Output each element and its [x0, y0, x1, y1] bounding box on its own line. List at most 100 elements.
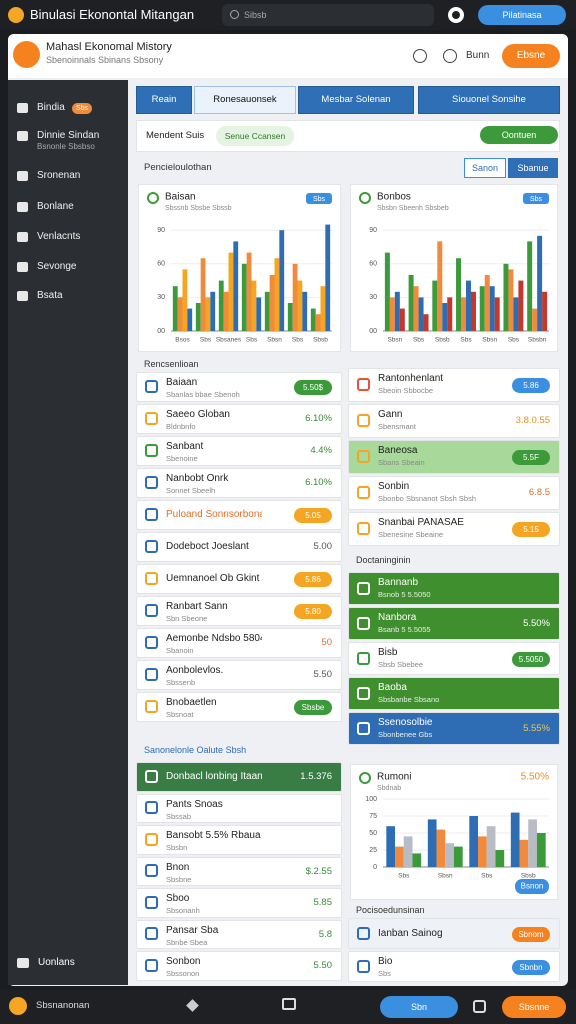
search-text: Sibsb	[244, 10, 267, 20]
chart-annotation: 5.50%	[521, 772, 549, 783]
list-row[interactable]	[136, 628, 342, 658]
search-box[interactable]	[222, 4, 434, 26]
header-icon	[443, 49, 457, 63]
row-subtitle: Sbssenb	[166, 678, 196, 687]
footer-button[interactable]: Sbn	[380, 996, 458, 1018]
row-value: 5.50	[313, 960, 333, 971]
sidebar-item[interactable]: Bonlane	[37, 201, 74, 212]
sidebar	[8, 80, 128, 985]
sidebar-item[interactable]: Sevonge	[37, 261, 77, 272]
sidebar-icon	[17, 232, 28, 242]
bar	[269, 275, 275, 331]
x-tick-label: Sbs	[200, 337, 212, 344]
sidebar-item[interactable]: Venlacnts	[37, 231, 81, 242]
header-action[interactable]: Ebsne	[502, 44, 560, 68]
row-subtitle: Sbonbenee Gbs	[378, 730, 433, 739]
bar	[461, 297, 466, 331]
list-row[interactable]	[348, 476, 560, 510]
bar	[384, 252, 390, 331]
x-tick-label: Sbsn	[387, 337, 402, 344]
row-title: Donbacl lonbing Itaan	[166, 771, 262, 782]
row-badge[interactable]: 5.05	[294, 508, 332, 523]
list-row[interactable]	[136, 762, 342, 792]
tab[interactable]: Mesbar Solenan	[298, 86, 414, 114]
list-row[interactable]	[136, 793, 342, 823]
row-icon	[145, 572, 158, 585]
list-row[interactable]	[136, 919, 342, 949]
bar	[447, 297, 453, 331]
footer-button[interactable]: Sbsnne	[502, 996, 566, 1018]
row-badge[interactable]: 5.15	[512, 522, 550, 537]
row-title: Sonbon	[166, 956, 201, 967]
section-button[interactable]: Sanon	[464, 158, 506, 178]
list-row[interactable]	[136, 532, 342, 562]
row-icon	[145, 476, 158, 489]
list-row[interactable]	[348, 404, 560, 438]
filter-chip[interactable]: Senue Ccansen	[216, 126, 294, 146]
list-row[interactable]	[136, 951, 342, 981]
sidebar-item[interactable]: Sronenan	[37, 170, 81, 181]
list-heading: Sanonelonle Oalute Sbsh	[144, 745, 247, 755]
section-button[interactable]: Sbanue	[508, 158, 558, 178]
row-badge[interactable]: 5.86	[512, 378, 550, 393]
bar	[386, 826, 396, 867]
y-tick-label: 60	[369, 261, 377, 268]
row-icon	[145, 832, 158, 846]
row-badge[interactable]: Sbnom	[512, 926, 550, 942]
list-row[interactable]	[136, 468, 342, 498]
sidebar-icon	[17, 131, 28, 141]
list-row[interactable]	[348, 712, 560, 745]
sidebar-icon	[17, 202, 28, 212]
bar	[413, 286, 419, 331]
x-tick-label: Sbs	[398, 873, 410, 880]
row-title: Saeeo Globan	[166, 409, 230, 420]
bar	[292, 263, 298, 331]
list-row[interactable]	[136, 825, 342, 855]
row-subtitle: Sbenesine Sbeaine	[378, 530, 444, 539]
list-row[interactable]	[348, 572, 560, 605]
bar	[479, 286, 485, 331]
list-row[interactable]	[136, 888, 342, 918]
row-subtitle: Sbssab	[166, 811, 192, 821]
y-tick-label: 0	[373, 864, 377, 871]
list-row[interactable]	[348, 677, 560, 710]
row-title: Bannanb	[378, 577, 419, 588]
row-badge[interactable]: 5.5050	[512, 651, 550, 667]
row-badge[interactable]: 5.80	[294, 604, 332, 619]
bar	[274, 258, 280, 331]
row-icon	[145, 801, 158, 815]
chart-title: Rumoni	[377, 772, 411, 783]
sidebar-item[interactable]: Bindia	[37, 102, 65, 113]
row-title: Pansar Sba	[166, 924, 219, 936]
chart: Bonbos Sbsbn Sbeenh Sbsbeb Sbs 00 30 60 90 Sbsn…	[350, 184, 558, 352]
row-badge[interactable]: 5.86	[294, 572, 332, 587]
sidebar-item[interactable]: Bsata	[37, 290, 63, 301]
list-row[interactable]	[348, 607, 560, 640]
bar	[484, 275, 490, 331]
list-row[interactable]	[136, 660, 342, 690]
sidebar-item[interactable]: Dinnie Sindan	[37, 130, 100, 141]
tab[interactable]: Siouonel Sonsihe	[418, 86, 560, 114]
bar	[279, 230, 285, 331]
tab[interactable]: Reain	[136, 86, 192, 114]
bar	[470, 291, 476, 331]
tab[interactable]: Ronesauonsek	[194, 86, 296, 114]
bar	[537, 235, 543, 331]
row-value: 5.00	[313, 541, 333, 552]
bar	[246, 252, 252, 331]
list-row[interactable]	[136, 436, 342, 466]
toolbar-action[interactable]: Oontuen	[480, 126, 558, 144]
bar	[399, 308, 405, 331]
sidebar-badge[interactable]: Sbs	[72, 103, 92, 114]
search-icon	[230, 10, 239, 19]
row-badge[interactable]: 5.50$	[294, 380, 332, 395]
account-button[interactable]: Pilatinasa	[478, 5, 566, 25]
row-badge[interactable]: Sbnbn	[512, 959, 550, 975]
list-row[interactable]	[136, 404, 342, 434]
row-badge[interactable]: Sbsbe	[294, 700, 332, 715]
sidebar-icon	[17, 103, 28, 113]
row-badge[interactable]: 5.5F	[512, 450, 550, 465]
list-row[interactable]	[136, 856, 342, 886]
list-row[interactable]	[348, 642, 560, 675]
chart-action[interactable]	[515, 879, 549, 894]
